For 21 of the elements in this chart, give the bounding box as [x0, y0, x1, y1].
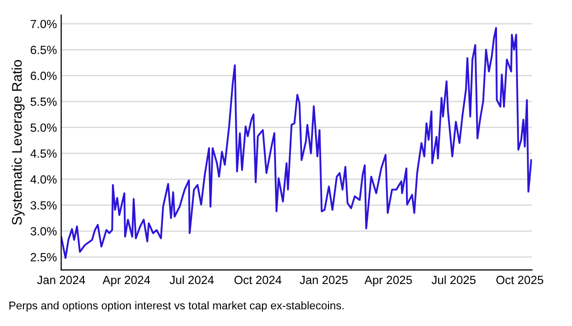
x-tick-label: Jul 2024 [170, 275, 214, 284]
x-tick-label: Apr 2025 [364, 276, 412, 286]
y-tick-label: 5.0% [30, 123, 57, 132]
y-tick-label: 4.5% [30, 149, 57, 158]
y-tick-label: 7.0% [30, 20, 57, 28]
y-axis-title: Systematic Leverage Ratio [12, 60, 25, 225]
y-tick-label: 5.5% [30, 98, 57, 106]
x-tick-label: Oct 2025 [496, 276, 544, 284]
x-tick-label: Oct 2024 [234, 276, 282, 284]
y-tick-label: 3.5% [30, 201, 57, 210]
text: Perps and options option interest vs total market cap ex-stablecoins. [9, 301, 344, 312]
x-tick-label: Apr 2024 [102, 276, 150, 286]
x-tick-label: Jan 2025 [300, 276, 348, 284]
x-tick-label: Jan 2024 [37, 276, 86, 284]
x-tick-label: Jul 2025 [432, 275, 476, 284]
line-series [61, 27, 532, 259]
y-tick-label: 6.0% [30, 72, 57, 80]
y-tick-label: 2.5% [30, 253, 57, 262]
y-tick-label: 4.0% [30, 175, 57, 184]
y-tick-label: 6.5% [30, 46, 57, 54]
y-tick-label: 3.0% [30, 227, 57, 236]
